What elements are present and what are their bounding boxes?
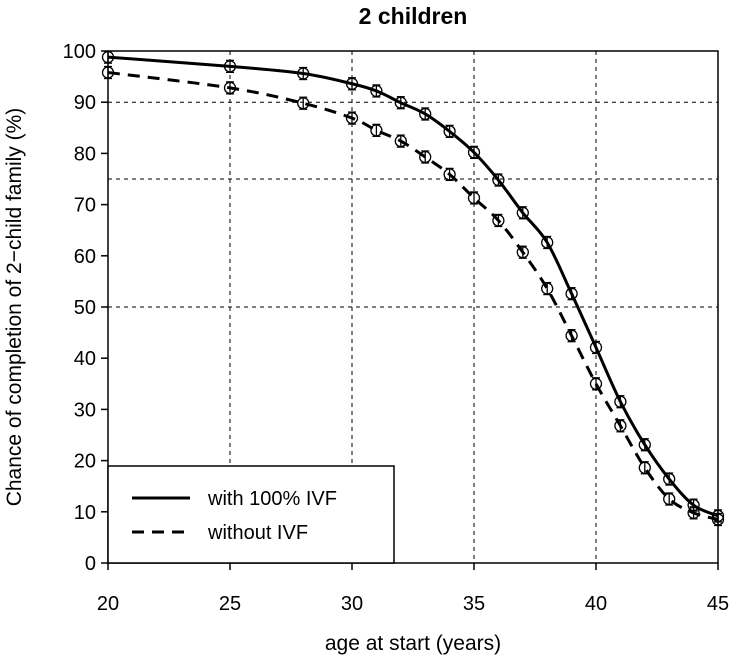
point-marker [663,492,676,506]
x-tick-label-25: 25 [219,593,241,615]
data-point-s1-x40 [589,377,603,391]
y-tick-label-20: 20 [74,451,96,473]
point-marker [565,287,578,300]
legend: with 100% IVF without IVF [107,465,395,564]
point-marker [345,77,359,90]
y-tick-label-80: 80 [74,143,96,165]
point-marker [443,168,456,181]
point-marker [565,329,578,342]
data-point-s1-x33 [419,150,432,164]
y-tick-label-10: 10 [74,502,96,524]
point-marker [443,125,456,138]
point-marker [345,111,359,125]
point-marker [492,173,505,187]
point-marker [589,341,603,354]
data-point-s0-x37 [516,206,529,220]
chart-title: 2 children [359,3,468,29]
data-point-s0-x43 [663,472,676,486]
data-point-s1-x28 [297,96,310,110]
axis-ticks: 0 10 20 30 40 50 60 70 80 90 100 20 25 30 35 40 45 [63,41,730,615]
point-marker [467,146,481,159]
point-marker [663,472,676,486]
point-marker [614,419,627,432]
x-tick-label-30: 30 [341,593,363,615]
point-marker [516,246,529,259]
x-tick-label-45: 45 [707,593,729,615]
data-point-s0-x42 [638,438,651,452]
point-marker [614,395,627,408]
data-point-s0-x31 [370,84,383,98]
data-point-s0-x40 [589,340,603,355]
y-tick-label-30: 30 [74,399,96,421]
data-point-s0-x32 [394,96,407,110]
data-point-s1-x32 [394,134,407,148]
data-point-s1-x25 [223,81,237,95]
point-marker [638,461,651,474]
legend-box [107,465,395,564]
point-marker [394,134,407,148]
point-marker [370,84,383,98]
data-point-s1-x31 [370,123,383,138]
data-point-s0-x30 [345,77,359,91]
point-marker [516,206,529,219]
data-point-s0-x41 [614,395,627,409]
point-marker [394,96,407,109]
data-point-s1-x39 [565,329,578,343]
data-point-s0-x25 [223,59,237,74]
point-marker [638,438,651,451]
data-point-s0-x33 [419,107,432,121]
x-tick-label-35: 35 [463,593,485,615]
legend-label-with-ivf: with 100% IVF [207,488,337,510]
point-marker [589,377,603,390]
data-point-s1-x42 [638,461,651,475]
y-axis-label: Chance of completion of 2−child family (… [3,108,26,507]
series-line-0 [107,55,719,518]
y-tick-label-0: 0 [85,553,96,575]
legend-label-without-ivf: without IVF [207,522,308,544]
data-point-s0-x35 [467,145,481,160]
data-point-s1-x37 [516,245,529,259]
point-marker [687,506,700,519]
point-marker [223,60,237,73]
data-point-s1-x36 [492,213,505,228]
point-marker [297,97,310,110]
y-tick-label-40: 40 [74,348,96,370]
y-tick-label-70: 70 [74,195,96,217]
point-marker [492,214,505,227]
point-marker [541,282,554,295]
data-point-s0-x36 [492,173,505,187]
x-tick-label-20: 20 [97,593,119,615]
data-point-s1-x34 [443,167,456,182]
data-point-s1-x30 [345,111,359,125]
point-marker [467,191,481,205]
data-point-s0-x39 [565,287,578,301]
data-point-s1-x35 [467,191,481,205]
data-point-s0-x28 [297,66,310,81]
y-tick-label-50: 50 [74,297,96,319]
data-point-s1-x41 [614,419,627,433]
point-marker [541,236,554,249]
data-point-s1-x44 [687,506,700,520]
y-tick-label-60: 60 [74,246,96,268]
y-tick-label-90: 90 [74,92,96,114]
point-marker [223,81,237,95]
point-marker [419,150,432,164]
data-point-s0-x38 [541,235,554,250]
x-tick-label-40: 40 [585,593,607,615]
point-marker [370,124,383,137]
data-point-s1-x43 [663,492,676,506]
data-point-s1-x38 [541,281,554,296]
point-marker [419,107,432,121]
x-axis-label: age at start (years) [325,632,501,655]
data-point-s0-x34 [443,124,456,139]
series-layer [101,50,725,527]
point-marker [297,67,310,80]
series-line-1 [107,71,719,521]
y-tick-label-100: 100 [63,41,96,63]
